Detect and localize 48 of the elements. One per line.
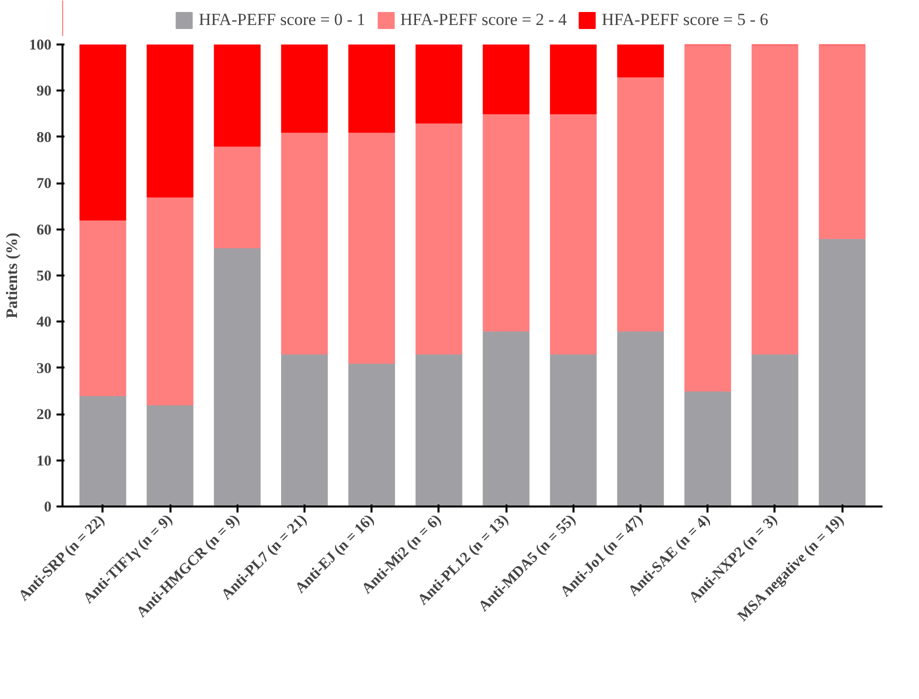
bar — [79, 220, 126, 396]
bar — [348, 132, 396, 364]
bar — [281, 44, 328, 133]
bar — [482, 113, 530, 332]
bar — [416, 354, 462, 506]
bar — [416, 122, 462, 355]
y-tick-label: 50 — [36, 268, 52, 284]
bar — [617, 44, 664, 78]
bar — [79, 44, 126, 221]
legend-label: HFA-PEFF score = 2 - 4 — [400, 10, 567, 30]
y-tick-label: 10 — [36, 453, 52, 470]
bar — [79, 395, 126, 506]
bar — [348, 44, 396, 133]
bar — [617, 76, 664, 332]
bar — [752, 44, 798, 355]
y-tick-label: 0 — [44, 500, 52, 516]
bar — [281, 132, 328, 355]
bar — [482, 44, 530, 114]
y-tick-label: 70 — [36, 176, 52, 192]
y-tick-label: 30 — [36, 360, 52, 377]
legend-label: HFA-PEFF score = 5 - 6 — [602, 10, 768, 30]
legend-label: HFA-PEFF score = 0 - 1 — [198, 10, 366, 30]
bar — [214, 247, 261, 506]
bar — [550, 113, 597, 355]
bar — [550, 354, 597, 506]
bar — [214, 146, 261, 248]
bar — [684, 44, 732, 392]
bar — [550, 44, 597, 114]
bar — [146, 196, 194, 406]
bar — [146, 404, 194, 506]
bar — [214, 44, 261, 147]
bar — [818, 238, 866, 506]
y-axis-title: Patients (%) — [4, 232, 21, 318]
y-tick-label: 40 — [36, 314, 52, 331]
y-tick-label: 80 — [36, 130, 52, 146]
bar — [752, 354, 798, 506]
bar — [482, 330, 530, 506]
bar — [146, 44, 194, 198]
y-tick-label: 90 — [36, 84, 52, 100]
bar — [617, 330, 664, 506]
bar — [281, 354, 328, 506]
bar — [416, 44, 462, 124]
y-tick-label: 20 — [36, 407, 52, 424]
bar — [348, 362, 396, 506]
bar — [818, 44, 866, 240]
y-tick-label: 100 — [29, 38, 52, 54]
y-tick-label: 60 — [36, 222, 52, 238]
bar — [684, 390, 732, 506]
